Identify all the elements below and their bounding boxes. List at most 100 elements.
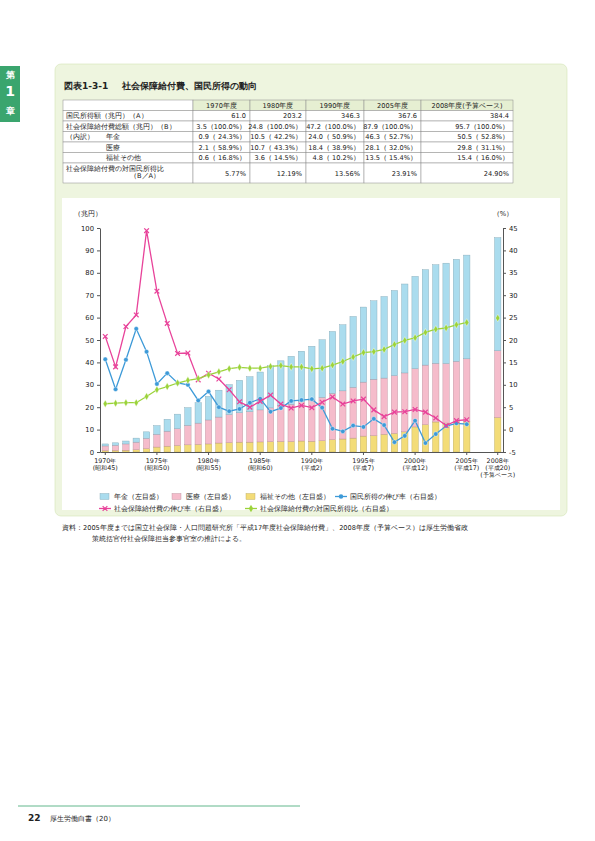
legend-marker [103,506,108,511]
tab-text: 第 [5,70,15,80]
bar [340,325,346,391]
bar [185,445,191,452]
table-value: 46.3（ 52.7%） [365,133,417,141]
table-header-cell [250,100,306,111]
legend-item: 医療（左目盛） [172,493,235,501]
bar [247,442,253,452]
table-cell [193,163,250,183]
table-cell [364,121,421,132]
bar [453,361,459,422]
marker [175,351,180,356]
marker [186,351,191,356]
tick: 2008年(平成20)(予算ベース) [480,452,515,479]
bar [350,316,356,387]
marker [186,377,190,384]
bar [329,440,335,452]
marker [113,387,118,392]
bar [195,444,201,452]
bar [102,444,108,446]
tick-mark [97,407,100,408]
table-value: 346.3 [341,112,360,120]
figure-title: 社会保障給付費、国民所得の動向 [121,81,257,91]
marker [124,399,128,406]
marker [289,399,294,404]
tick-mark [260,452,261,455]
bar [391,433,397,452]
bar [298,441,304,452]
bar [143,438,149,448]
table-value: 47.2（100.0%） [306,123,360,131]
tick: 1985年(昭和60) [248,452,273,472]
table-cell [63,153,193,164]
marker [413,334,417,341]
table-cell [250,132,306,143]
column-header: 1980年度 [263,102,294,110]
tick: 15 [503,359,518,367]
marker [351,399,356,404]
marker [299,363,303,370]
table-cell [63,142,193,153]
table-cell [63,111,193,122]
table-value: 95.7（100.0%） [455,123,509,131]
marker [361,349,365,356]
footer: 22厚生労働白書（20） [18,806,300,823]
tick-mark [503,340,506,341]
marker [434,432,439,437]
tick: 2005年(平成17) [454,452,479,472]
bar [298,402,304,441]
tick-mark [503,250,506,251]
bar [319,397,325,440]
marker [382,414,387,419]
legend-item: 年金（左目盛） [100,493,163,501]
tick: 20 [85,404,100,412]
bar [102,451,108,452]
tick: 45 [503,225,518,233]
bar [216,443,222,452]
tick-label: 1980年(昭和55) [196,457,221,472]
table-cell [250,142,306,153]
marker [433,416,438,421]
table-value: 13.5（ 15.4%） [365,154,417,162]
bar [226,443,232,452]
table-cell [421,163,513,183]
tick: 40 [85,359,100,367]
table-cell [193,111,250,122]
bar [257,442,263,452]
row-label: 国民所得額（兆円）（A） [66,112,148,120]
tick: 60 [85,314,100,322]
marker [268,393,273,398]
marker [268,409,273,414]
figure-box [55,64,567,516]
tick-label: 2008年(平成20)(予算ベース) [480,457,515,480]
bar [443,423,449,452]
tick: 1970年(昭和45) [93,452,118,472]
marker [165,383,169,390]
marker [217,405,222,410]
bar [329,331,335,393]
table-value: 15.4（ 16.0%） [457,154,509,162]
marker [465,319,469,326]
legend-marker [339,494,344,499]
bar [112,443,118,445]
marker [382,346,386,353]
table-value: 0.9（ 24.3%） [198,133,246,141]
tick-label: 2000年(平成12) [403,457,428,472]
marker [237,364,241,371]
bar [112,450,118,452]
tick: 30 [503,292,518,300]
tick: 30 [85,381,100,389]
tick-mark [97,385,100,386]
bar [236,380,242,412]
table-cell [250,111,306,122]
bar [288,356,294,404]
tick-mark [503,318,506,319]
y-axis: 0102030405060708090100 [81,225,100,457]
bar [236,442,242,452]
marker [144,349,149,354]
legend-marker [249,505,253,512]
marker [454,418,459,423]
bar [123,444,129,450]
table-cell [421,121,513,132]
marker [279,406,284,411]
marker [444,423,449,428]
